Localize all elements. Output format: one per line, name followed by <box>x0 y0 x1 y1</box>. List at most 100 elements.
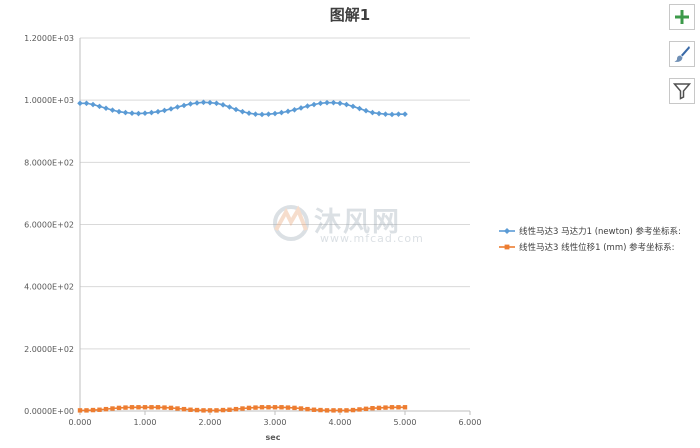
data-point <box>311 407 317 412</box>
y-tick-label: 8.0000E+02 <box>24 158 74 167</box>
data-point <box>337 100 343 107</box>
data-point <box>396 405 401 410</box>
data-point <box>376 110 382 117</box>
data-point <box>213 100 220 107</box>
data-point <box>116 108 122 115</box>
data-point <box>298 406 304 411</box>
data-point <box>504 228 510 234</box>
data-point <box>265 111 272 117</box>
data-point <box>337 408 343 413</box>
data-point <box>155 405 161 410</box>
y-tick-label: 4.0000E+02 <box>24 283 74 292</box>
data-point <box>298 105 304 111</box>
data-point <box>194 407 200 413</box>
x-tick-label: 1.000 <box>134 418 157 427</box>
data-point <box>129 110 135 117</box>
legend-item-2[interactable]: 线性马达3 线性位移1 (mm) 参考坐标系: <box>499 242 674 253</box>
data-point <box>90 101 96 108</box>
data-point <box>402 111 408 117</box>
data-point <box>402 405 408 410</box>
data-point <box>383 405 388 410</box>
data-point <box>123 405 128 410</box>
data-point <box>343 101 350 108</box>
filter-icon <box>673 83 691 100</box>
chart-filters-button[interactable] <box>669 78 695 104</box>
data-point <box>279 405 284 410</box>
x-axis-ticks: 0.000 1.000 2.000 3.000 4.000 5.000 6.000 <box>69 418 482 427</box>
data-point <box>175 406 180 411</box>
data-point <box>201 408 206 413</box>
legend-item-1[interactable]: 线性马达3 马达力1 (newton) 参考坐标系: <box>499 226 681 237</box>
data-point <box>129 405 135 410</box>
y-tick-label: 6.0000E+02 <box>24 221 74 230</box>
x-axis-label: sec <box>266 433 281 442</box>
chart-title: 图解1 <box>330 6 370 24</box>
data-point <box>292 405 297 411</box>
data-point <box>148 109 155 116</box>
chart-styles-button[interactable] <box>669 41 695 67</box>
data-point <box>207 408 213 413</box>
y-axis-ticks: 0.0000E+00 2.0000E+02 4.0000E+02 6.0000E+02… <box>24 34 74 416</box>
data-point <box>363 107 369 114</box>
data-point <box>220 102 226 108</box>
data-point <box>77 408 83 413</box>
watermark-logo-icon <box>273 205 309 241</box>
data-point <box>181 102 187 109</box>
data-point <box>103 105 109 112</box>
data-point <box>239 108 246 115</box>
data-point <box>194 100 200 106</box>
data-point <box>207 99 213 106</box>
data-point <box>226 104 233 110</box>
brush-icon <box>674 46 690 62</box>
data-point <box>246 110 252 117</box>
data-point <box>252 111 259 117</box>
data-point <box>142 110 148 117</box>
data-point <box>227 407 232 412</box>
data-point <box>376 405 382 411</box>
data-point <box>155 108 161 115</box>
y-tick-label: 2.0000E+02 <box>24 345 74 354</box>
data-point <box>350 103 356 110</box>
grid-lines <box>79 37 471 415</box>
data-point <box>311 101 317 108</box>
data-point <box>317 100 324 107</box>
data-point <box>259 405 265 410</box>
data-point <box>116 405 122 411</box>
data-point <box>83 100 90 107</box>
data-point <box>344 408 349 413</box>
data-point <box>318 407 323 413</box>
data-point <box>272 405 278 410</box>
data-point <box>109 107 116 113</box>
series-2 <box>77 405 408 413</box>
data-point <box>135 110 142 117</box>
legend[interactable]: 线性马达3 马达力1 (newton) 参考坐标系: 线性马达3 线性位移1 (m… <box>499 226 681 253</box>
legend-label: 线性马达3 马达力1 (newton) 参考坐标系: <box>519 226 681 237</box>
y-tick-label: 1.2000E+03 <box>24 34 74 43</box>
chart-elements-button[interactable] <box>669 4 695 30</box>
data-point <box>357 407 362 412</box>
data-point <box>395 111 402 117</box>
legend-label: 线性马达3 线性位移1 (mm) 参考坐标系: <box>519 242 674 253</box>
data-point <box>122 109 129 116</box>
data-point <box>96 103 103 110</box>
data-point <box>278 109 285 116</box>
data-point <box>291 107 298 113</box>
data-point <box>233 406 239 412</box>
x-tick-label: 6.000 <box>459 418 482 427</box>
data-point <box>356 105 363 112</box>
series-1 <box>77 99 408 118</box>
data-point <box>181 406 187 412</box>
data-point <box>389 111 395 118</box>
data-point <box>187 101 194 107</box>
data-point <box>136 405 141 410</box>
data-point <box>103 406 109 412</box>
plus-icon <box>675 10 689 24</box>
data-point <box>350 407 356 413</box>
watermark: 沐风网 www.mfcad.com <box>268 200 438 248</box>
data-point <box>161 107 168 114</box>
data-point <box>110 406 115 411</box>
data-point <box>162 405 167 410</box>
data-point <box>324 408 330 413</box>
data-point <box>168 106 174 112</box>
data-point <box>272 110 278 117</box>
